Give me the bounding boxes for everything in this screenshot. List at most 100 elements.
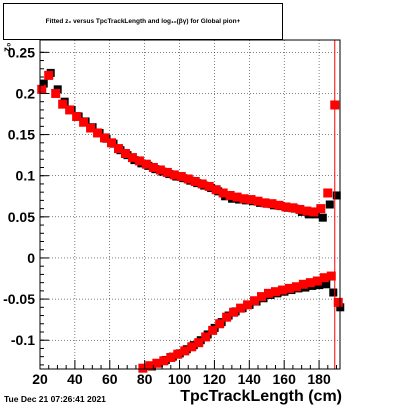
data-point xyxy=(169,170,179,180)
data-point xyxy=(148,162,158,172)
data-point xyxy=(298,279,308,289)
plot-frame xyxy=(39,39,341,370)
data-point xyxy=(250,296,260,306)
data-point xyxy=(197,179,207,189)
y-tick-label: 0.25 xyxy=(8,44,35,60)
x-tick-label: 120 xyxy=(203,371,227,387)
y-tick-label: 0 xyxy=(27,250,35,266)
data-point xyxy=(243,300,253,310)
data-point xyxy=(323,188,333,198)
data-point xyxy=(176,172,186,182)
series-1 xyxy=(37,70,340,217)
data-point xyxy=(162,167,172,177)
data-point xyxy=(58,99,68,109)
x-tick-label: 180 xyxy=(307,371,331,387)
data-point xyxy=(319,273,329,283)
data-point xyxy=(86,123,96,133)
data-point xyxy=(305,278,315,288)
data-points xyxy=(37,40,345,373)
y-tick-label: -0.1 xyxy=(11,332,35,348)
data-point xyxy=(173,349,183,359)
data-point xyxy=(277,285,287,295)
data-point xyxy=(65,105,75,115)
data-point xyxy=(291,282,301,292)
x-tick-label: 20 xyxy=(32,371,48,387)
data-point xyxy=(246,195,256,205)
data-point xyxy=(155,165,165,175)
data-point xyxy=(225,190,235,200)
data-point xyxy=(39,79,48,88)
data-point xyxy=(190,176,200,186)
data-point xyxy=(211,185,221,195)
y-tick-label: 0.05 xyxy=(8,209,35,225)
data-point xyxy=(229,307,239,317)
data-point xyxy=(318,213,327,222)
data-point xyxy=(166,352,176,362)
data-point xyxy=(239,194,249,204)
data-point xyxy=(127,153,137,163)
data-point xyxy=(107,138,117,148)
x-axis-label: TpcTrackLength (cm) xyxy=(180,388,342,405)
y-axis-label: z₀ xyxy=(2,42,13,52)
data-point xyxy=(113,144,123,154)
data-point xyxy=(222,312,232,322)
data-point xyxy=(79,117,89,127)
y-tick-label: -0.05 xyxy=(3,291,35,307)
data-point xyxy=(253,196,263,206)
data-point xyxy=(100,133,110,143)
chart-title: Fitted z₀ versus TpcTrackLength and log₁… xyxy=(3,3,283,40)
data-point xyxy=(281,202,291,212)
x-tick-label: 60 xyxy=(102,371,118,387)
tick-labels: 20 40 60 80 100 120 140 160 180 -0.1 -0.05 0 0.05 0.1… xyxy=(3,44,331,387)
data-point xyxy=(309,207,319,217)
data-point xyxy=(316,204,326,214)
grid xyxy=(39,40,340,369)
data-point xyxy=(152,358,162,368)
data-point xyxy=(329,288,338,297)
data-point xyxy=(134,156,144,166)
data-point xyxy=(295,204,305,214)
data-point xyxy=(274,200,284,210)
data-point xyxy=(120,149,130,159)
y-tick-label: 0.15 xyxy=(8,127,35,143)
data-point xyxy=(325,200,334,209)
series-0 xyxy=(39,68,341,222)
data-point xyxy=(322,280,331,289)
data-point xyxy=(257,292,267,302)
data-point xyxy=(180,346,190,356)
data-point xyxy=(183,174,193,184)
y-tick-label: 0.2 xyxy=(16,85,36,101)
data-point xyxy=(201,332,211,342)
data-point xyxy=(72,111,82,121)
data-point xyxy=(93,128,103,138)
x-tick-label: 140 xyxy=(238,371,262,387)
data-point xyxy=(333,297,343,307)
data-point xyxy=(44,70,54,80)
series-3 xyxy=(138,271,343,373)
data-point xyxy=(145,361,155,371)
data-point xyxy=(141,159,151,169)
x-tick-label: 40 xyxy=(67,371,83,387)
data-point xyxy=(232,192,242,202)
data-point xyxy=(215,319,225,329)
data-point xyxy=(236,303,246,313)
data-point xyxy=(302,206,312,216)
data-point xyxy=(312,276,322,286)
data-point xyxy=(208,325,218,335)
data-point xyxy=(260,198,270,208)
data-point xyxy=(326,271,336,281)
data-point xyxy=(332,191,341,200)
data-point xyxy=(270,287,280,297)
data-point xyxy=(288,203,298,213)
data-point xyxy=(263,288,273,298)
data-point xyxy=(159,356,169,366)
x-tick-label: 160 xyxy=(273,371,297,387)
data-point xyxy=(51,88,61,98)
data-point xyxy=(194,338,204,348)
y-tick-label: 0.1 xyxy=(16,168,36,184)
data-point xyxy=(267,199,277,209)
data-point xyxy=(187,342,197,352)
data-point xyxy=(138,363,148,373)
x-tick-label: 80 xyxy=(137,371,153,387)
